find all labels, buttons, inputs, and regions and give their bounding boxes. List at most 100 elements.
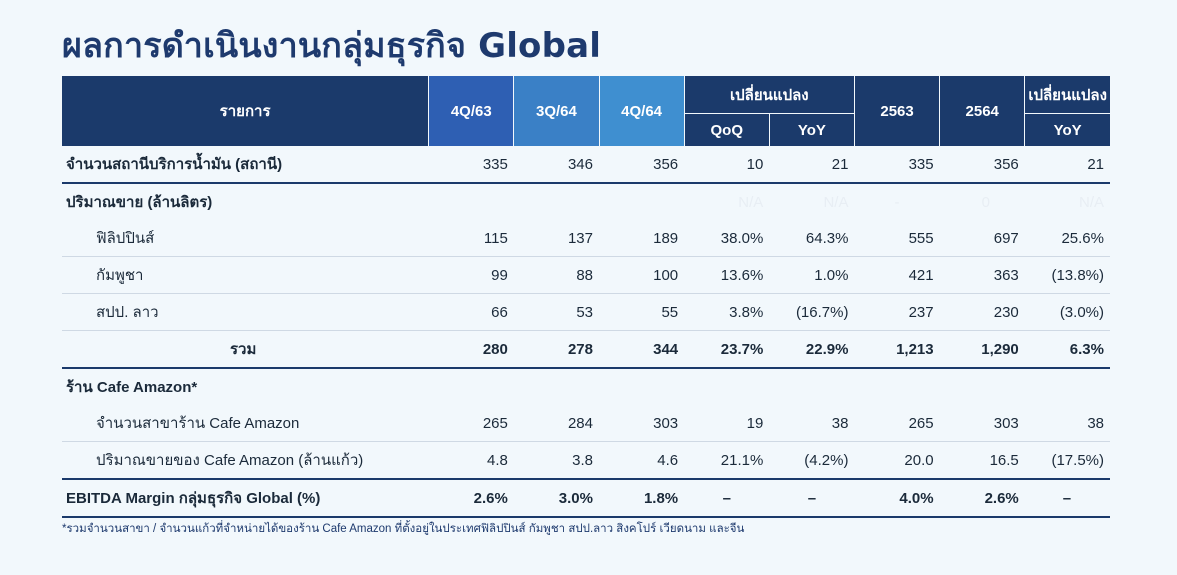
cell: 99	[428, 256, 514, 294]
cell: 3.8	[513, 441, 599, 480]
cell: –	[1024, 479, 1110, 518]
cell: 237	[854, 293, 940, 331]
cell	[769, 368, 854, 405]
cell: 66	[428, 293, 514, 331]
row-label: ร้าน Cafe Amazon*	[66, 379, 198, 396]
cell: 19	[684, 405, 770, 442]
cell: 1,290	[939, 330, 1025, 369]
cell: 115	[428, 220, 514, 257]
table-row: กัมพูชา 99 88 100 13.6% 1.0% 421 363 (13…	[62, 256, 1110, 294]
cell: 53	[513, 293, 599, 331]
cell: 230	[939, 293, 1025, 331]
cell	[854, 368, 939, 405]
row-label: กัมพูชา	[62, 256, 429, 294]
cell	[514, 183, 599, 220]
row-label: จำนวนสถานีบริการน้ำมัน (สถานี)	[62, 146, 429, 184]
header-4q64: 4Q/64	[599, 76, 685, 146]
cell: 25.6%	[1024, 220, 1110, 257]
cell: 335	[428, 146, 514, 184]
cell	[429, 183, 514, 220]
row-label: EBITDA Margin กลุ่มธุรกิจ Global (%)	[62, 479, 429, 518]
table-row: ปริมาณขาย (ล้านลิตร) N/A N/A - 0 N/A	[62, 183, 1110, 220]
cell: 363	[939, 256, 1025, 294]
cell: 2.6%	[939, 479, 1025, 518]
cell: 284	[513, 405, 599, 442]
cell: 303	[599, 405, 685, 442]
cell: 100	[599, 256, 685, 294]
cell	[599, 183, 684, 220]
footnote: *รวมจำนวนสาขา / จำนวนแก้วที่จำหน่ายได้ขอ…	[62, 523, 745, 535]
cell	[940, 368, 1025, 405]
table-row-ebitda: EBITDA Margin กลุ่มธุรกิจ Global (%) 2.6…	[62, 479, 1110, 518]
cell: 3.8%	[684, 293, 770, 331]
cell	[684, 368, 769, 405]
cell: 137	[513, 220, 599, 257]
cell: 1.8%	[599, 479, 685, 518]
table-row: ฟิลิปปินส์ 115 137 189 38.0% 64.3% 555 6…	[62, 220, 1110, 257]
header-yoy: YoY	[769, 113, 855, 146]
cell: 21	[1024, 146, 1110, 184]
header-item: รายการ	[62, 76, 430, 146]
cell: 20.0	[854, 441, 940, 480]
cell: 3.0%	[513, 479, 599, 518]
cell: 555	[854, 220, 940, 257]
header-2564: 2564	[939, 76, 1026, 146]
cell: –	[769, 479, 855, 518]
header-yoy-year: YoY	[1024, 113, 1110, 146]
cell: (3.0%)	[1024, 293, 1110, 331]
header-4q63: 4Q/63	[428, 76, 515, 146]
table-row: จำนวนสาขาร้าน Cafe Amazon 265 284 303 19…	[62, 405, 1110, 442]
cell: 16.5	[939, 441, 1025, 480]
table-row: จำนวนสถานีบริการน้ำมัน (สถานี) 335 346 3…	[62, 146, 1110, 184]
row-label: จำนวนสาขาร้าน Cafe Amazon	[62, 405, 429, 442]
cell: -	[894, 193, 900, 211]
cell	[429, 368, 514, 405]
cell: 1.0%	[769, 256, 855, 294]
cell: 55	[599, 293, 685, 331]
cell: 421	[854, 256, 940, 294]
cell: (13.8%)	[1024, 256, 1110, 294]
cell: 64.3%	[769, 220, 855, 257]
page-title: ผลการดำเนินงานกลุ่มธุรกิจ Global	[62, 26, 602, 66]
row-label: ปริมาณขายของ Cafe Amazon (ล้านแก้ว)	[62, 441, 429, 480]
cell: 88	[513, 256, 599, 294]
cell: 346	[513, 146, 599, 184]
table-row: สปป. ลาว 66 53 55 3.8% (16.7%) 237 230 (…	[62, 293, 1110, 331]
cell: 21.1%	[684, 441, 770, 480]
cell: 38	[1024, 405, 1110, 442]
cell: 356	[599, 146, 685, 184]
cell: N/A	[738, 193, 764, 211]
header-3q64: 3Q/64	[513, 76, 600, 146]
cell: 4.6	[599, 441, 685, 480]
cell: (17.5%)	[1024, 441, 1110, 480]
cell: 697	[939, 220, 1025, 257]
header-2563: 2563	[854, 76, 941, 146]
cell: 6.3%	[1024, 330, 1110, 369]
cell: 335	[854, 146, 940, 184]
cell: 278	[513, 330, 599, 369]
header-change-quarter: เปลี่ยนแปลง	[684, 76, 855, 114]
cell	[1025, 368, 1110, 405]
cell: 0	[981, 193, 990, 211]
cell: 22.9%	[769, 330, 855, 369]
cell	[599, 368, 684, 405]
cell: 13.6%	[684, 256, 770, 294]
cell: 4.8	[428, 441, 514, 480]
cell: 38	[769, 405, 855, 442]
cell: 265	[854, 405, 940, 442]
row-label: ปริมาณขาย (ล้านลิตร)	[66, 194, 213, 211]
cell: 303	[939, 405, 1025, 442]
cell: 10	[684, 146, 770, 184]
cell	[514, 368, 599, 405]
cell: 23.7%	[684, 330, 770, 369]
cell: 189	[599, 220, 685, 257]
cell: –	[684, 479, 770, 518]
cell: 21	[769, 146, 855, 184]
cell: 344	[599, 330, 685, 369]
cell: N/A	[1078, 193, 1104, 211]
cell: (16.7%)	[769, 293, 855, 331]
cell: 4.0%	[854, 479, 940, 518]
row-label: ฟิลิปปินส์	[62, 220, 429, 257]
header-change-year: เปลี่ยนแปลง	[1024, 76, 1110, 114]
cell: (4.2%)	[769, 441, 855, 480]
